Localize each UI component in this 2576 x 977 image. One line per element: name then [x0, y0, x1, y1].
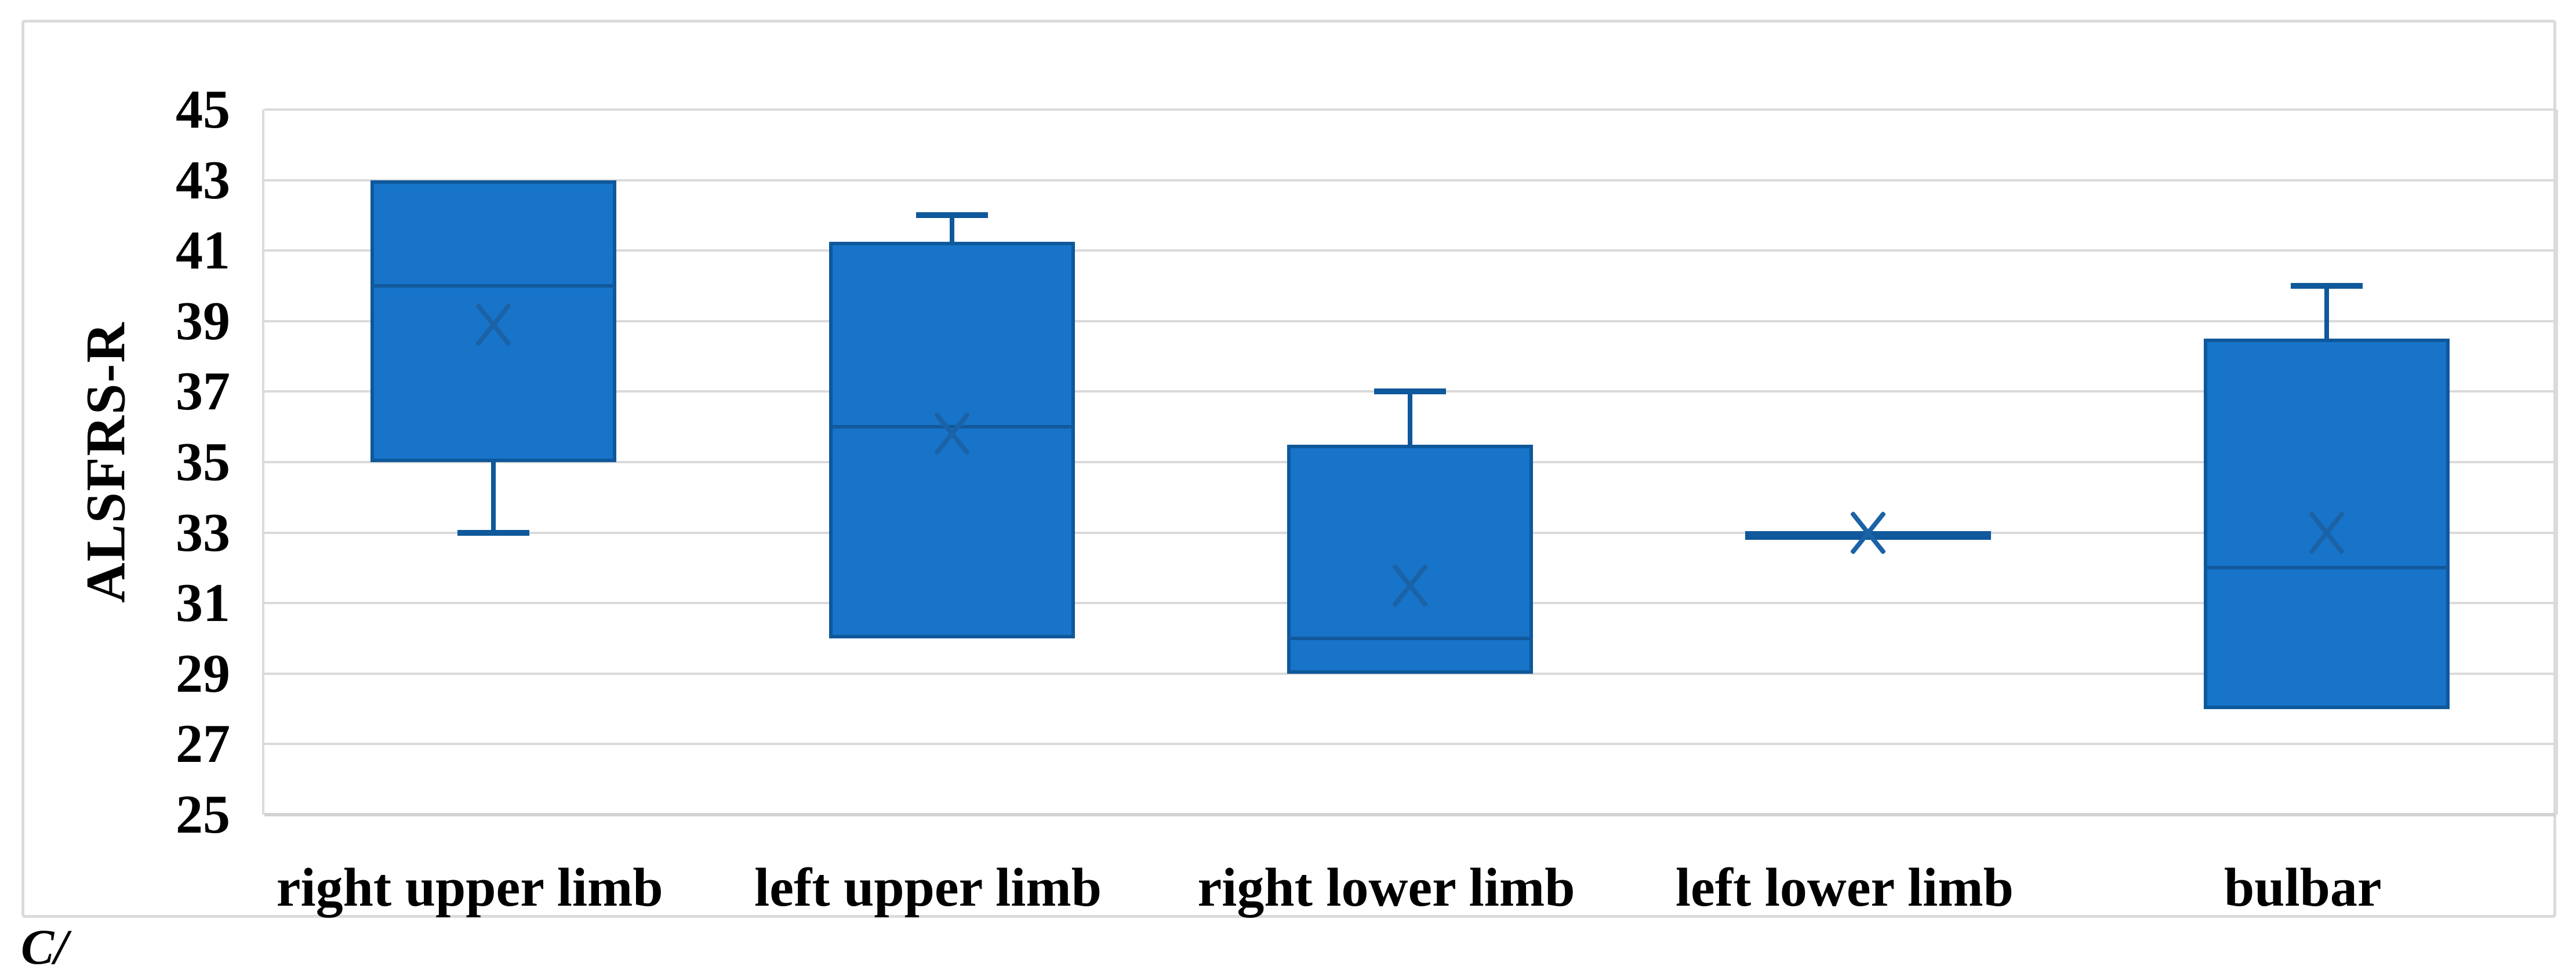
box-rect	[2203, 339, 2450, 709]
median-line	[370, 284, 617, 288]
mean-x-marker	[933, 412, 970, 456]
median-line	[1287, 637, 1533, 640]
x-category-label: left lower limb	[1675, 858, 2014, 918]
plot-area	[262, 108, 2558, 816]
gridline	[264, 108, 2556, 111]
x-category-label: bulbar	[2223, 858, 2382, 918]
mean-x-marker	[1391, 564, 1429, 608]
upper-whisker-cap	[1374, 388, 1446, 395]
upper-whisker-cap	[2290, 283, 2363, 289]
median-line	[2203, 566, 2450, 570]
upper-whisker-line	[1408, 391, 1412, 445]
upper-whisker-cap	[915, 212, 988, 219]
gridline	[264, 743, 2556, 746]
x-category-label: right upper limb	[276, 858, 663, 918]
y-tick-label: 33	[176, 502, 230, 563]
box-rect	[829, 242, 1075, 638]
y-tick-label: 31	[176, 573, 230, 634]
x-category-label: right lower limb	[1197, 858, 1575, 918]
y-tick-label: 45	[176, 79, 230, 140]
y-tick-label: 25	[176, 784, 230, 845]
mean-x-marker	[2308, 510, 2345, 555]
lower-whisker-cap	[457, 529, 530, 536]
gridline	[264, 319, 2556, 322]
upper-whisker-line	[949, 215, 954, 242]
y-tick-label: 29	[176, 643, 230, 704]
gridline	[264, 672, 2556, 675]
lower-whisker-line	[491, 462, 496, 533]
median-line	[829, 425, 1075, 429]
y-tick-label: 41	[176, 220, 230, 281]
box-rect	[1287, 444, 1533, 674]
chart-frame: ALSFRS-R 45 43 41 39 37 35 33 31 29 27 25 right up…	[21, 20, 2558, 918]
upper-whisker-line	[2324, 286, 2329, 339]
x-axis-line	[264, 813, 2556, 816]
mean-x-marker	[475, 303, 512, 347]
mean-x-marker	[1850, 510, 1887, 555]
x-category-label: left upper limb	[754, 858, 1102, 918]
panel-label: C/	[21, 919, 68, 975]
y-tick-label: 43	[176, 150, 230, 210]
gridline	[264, 249, 2556, 252]
y-tick-label: 39	[176, 290, 230, 351]
y-tick-label: 35	[176, 432, 230, 492]
gridline	[264, 179, 2556, 181]
y-tick-label: 37	[176, 361, 230, 422]
y-tick-label: 27	[176, 714, 230, 775]
